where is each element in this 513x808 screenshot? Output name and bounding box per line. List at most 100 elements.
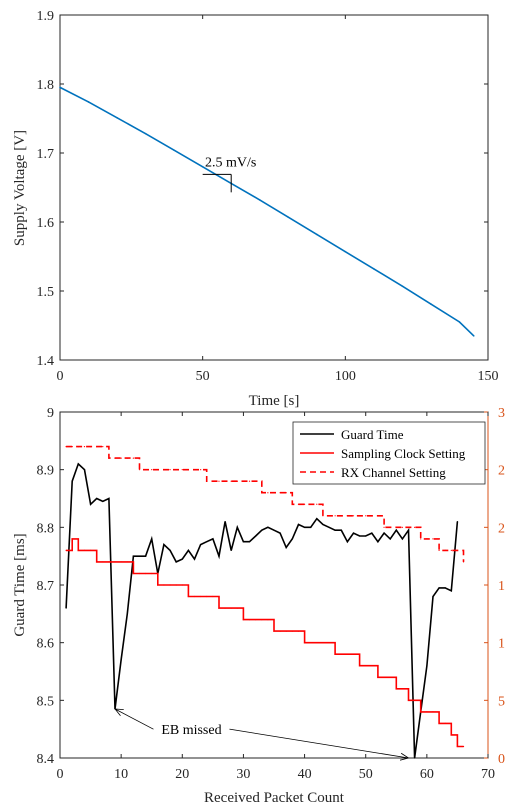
- rx-channel-setting-point: [96, 446, 98, 448]
- sampling-clock-setting-line: [66, 538, 464, 748]
- rx-channel-setting-point: [401, 526, 403, 528]
- rx-channel-setting-point: [102, 446, 104, 448]
- voltage-y-ticks: 1.4 1.5 1.6 1.7 1.8 1.9: [37, 9, 488, 369]
- voltage-point: [430, 303, 432, 305]
- sampling-clock-setting-point: [322, 642, 324, 644]
- guard-time-point: [77, 463, 79, 465]
- left-y-tick-label: 8.4: [37, 752, 55, 767]
- rx-channel-setting-point: [132, 457, 134, 459]
- guard-time-point: [285, 546, 287, 549]
- guard-time-point: [401, 538, 403, 540]
- y-tick-label: 1.4: [37, 354, 55, 369]
- rx-channel-setting-point: [157, 469, 159, 471]
- guard-time-point: [126, 613, 128, 615]
- rx-channel-setting-point: [236, 480, 238, 482]
- rx-channel-setting-line: [66, 445, 465, 562]
- sampling-clock-setting-point: [438, 722, 440, 725]
- voltage-point: [401, 285, 404, 287]
- guard-time-point: [371, 532, 373, 534]
- sampling-clock-setting-point: [65, 549, 67, 552]
- sampling-clock-setting-point: [462, 745, 465, 748]
- sampling-clock-setting-point: [71, 538, 73, 540]
- guard-right-y-ticks: 0 5 1 1 2 2 3: [484, 406, 505, 767]
- sampling-clock-setting-point: [395, 688, 397, 690]
- rx-channel-setting-point: [255, 480, 257, 482]
- voltage-point: [87, 101, 90, 103]
- slope-annotation: 2.5 mV/s: [202, 155, 256, 193]
- guard-time-point: [163, 544, 165, 546]
- rx-channel-setting-point: [230, 480, 232, 482]
- sampling-clock-setting-point: [303, 642, 306, 644]
- sampling-clock-setting-point: [236, 607, 238, 609]
- sampling-clock-setting-point: [77, 549, 79, 552]
- guard-time-point: [414, 757, 416, 759]
- left-y-tick-label: 8.7: [37, 579, 55, 594]
- sampling-clock-setting-point: [359, 665, 361, 667]
- rx-channel-setting-point: [83, 446, 86, 448]
- sampling-clock-setting-point: [450, 734, 452, 736]
- guard-time-point: [322, 523, 324, 526]
- sampling-clock-setting-point: [120, 561, 122, 563]
- guard-time-point: [340, 529, 342, 531]
- guard-time-point: [151, 538, 153, 540]
- rx-channel-setting-point: [65, 446, 67, 448]
- guard-x-axis-label: Received Packet Count: [204, 790, 345, 806]
- guard-time-point: [359, 535, 361, 537]
- sampling-clock-setting-point: [169, 584, 171, 586]
- sampling-clock-setting-point: [181, 584, 183, 586]
- voltage-point: [472, 335, 475, 337]
- rx-channel-setting-point: [352, 515, 355, 517]
- sampling-clock-setting-point: [230, 607, 232, 609]
- sampling-clock-setting-point: [389, 676, 391, 678]
- x-tick-label: 0: [57, 767, 64, 782]
- guard-time-point: [230, 549, 232, 552]
- sampling-clock-setting-point: [145, 572, 147, 575]
- sampling-clock-setting-point: [157, 584, 159, 586]
- sampling-clock-setting-point: [456, 745, 459, 748]
- guard-time-point: [96, 497, 98, 500]
- rx-channel-setting-point: [163, 469, 165, 471]
- rx-channel-setting-point: [206, 480, 208, 482]
- rx-channel-setting-point: [426, 538, 428, 540]
- rx-channel-setting-point: [310, 503, 312, 505]
- left-y-tick-label: 8.9: [37, 464, 55, 479]
- sampling-clock-setting-point: [132, 572, 134, 575]
- guard-time-point: [89, 503, 92, 505]
- y-tick-label: 1.5: [37, 285, 55, 300]
- x-tick-label: 40: [298, 767, 312, 782]
- sampling-clock-setting-point: [83, 549, 86, 552]
- legend: Guard Time Sampling Clock Setting RX Chann…: [292, 421, 486, 485]
- rx-channel-setting-point: [114, 457, 116, 459]
- sampling-clock-setting-point: [102, 561, 104, 563]
- guard-time-point: [426, 665, 428, 667]
- sampling-clock-setting-point: [212, 595, 214, 598]
- rx-channel-setting-point: [346, 515, 348, 517]
- right-y-tick-label: 2: [498, 521, 505, 536]
- rx-channel-setting-point: [328, 515, 330, 517]
- sampling-clock-setting-point: [175, 584, 177, 586]
- sampling-clock-setting-point: [248, 619, 251, 621]
- voltage-x-axis-label: Time [s]: [249, 393, 300, 409]
- rx-channel-setting-point: [450, 549, 452, 552]
- eb-missed-arrowhead: [399, 752, 410, 761]
- sampling-clock-setting-point: [444, 722, 446, 725]
- rx-channel-setting-point: [432, 538, 434, 540]
- rx-channel-setting-point: [395, 526, 397, 528]
- sampling-clock-setting-point: [401, 688, 403, 690]
- sampling-clock-setting-point: [126, 561, 128, 563]
- eb-missed-arrow-line: [229, 728, 409, 759]
- sampling-clock-setting-point: [346, 653, 348, 655]
- guard-time-point: [206, 541, 208, 543]
- guard-time-point: [248, 541, 251, 543]
- rx-channel-setting-point: [371, 515, 373, 517]
- rx-channel-setting-point: [77, 446, 79, 448]
- rx-channel-setting-point: [169, 469, 171, 471]
- sampling-clock-setting-point: [420, 711, 422, 713]
- y-tick-label: 1.8: [37, 78, 55, 93]
- voltage-point: [258, 199, 261, 201]
- guard-time-point: [316, 518, 318, 520]
- guard-time-point: [83, 469, 86, 471]
- rx-channel-setting-point: [279, 492, 281, 494]
- sampling-clock-setting-point: [193, 595, 196, 598]
- sampling-clock-setting-point: [291, 630, 293, 632]
